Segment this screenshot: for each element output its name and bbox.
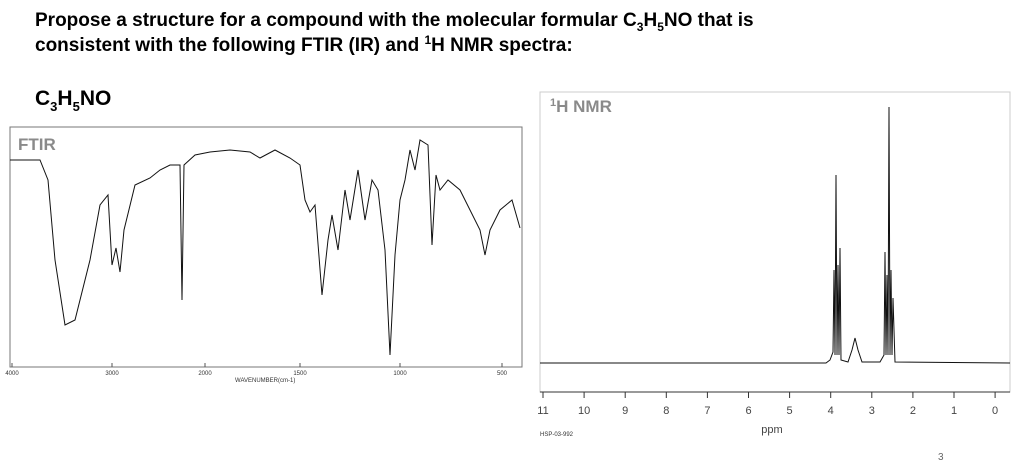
title-line: consistent with the following FTIR (IR) … <box>35 33 573 56</box>
ftir-tick-label: 2000 <box>198 371 212 377</box>
formula-sub: 3 <box>50 99 57 114</box>
nmr-label: 1H NMR <box>550 97 612 116</box>
nmr-tick-label: 11 <box>537 405 548 417</box>
nmr-tick-label: 6 <box>745 405 751 417</box>
title-text: H <box>643 10 657 31</box>
nmr-tick-label: 5 <box>787 405 793 417</box>
nmr-tick-label: 3 <box>869 405 875 417</box>
nmr-code: HSP-03-992 <box>540 432 574 438</box>
formula-text: NO <box>80 87 112 110</box>
ftir-axis: 4000 3000 2000 1500 1000 500 <box>5 363 508 377</box>
nmr-axis-ticks: 11 10 9 8 7 6 5 4 3 2 1 0 <box>537 392 998 417</box>
formula-text: C <box>35 87 50 110</box>
ftir-tick-label: 4000 <box>5 371 19 377</box>
title-text: consistent with the following FTIR (IR) … <box>35 35 424 56</box>
title-sup: 1 <box>424 33 431 47</box>
ftir-tick-label: 1500 <box>293 371 307 377</box>
title-sub: 3 <box>637 20 644 34</box>
nmr-frame <box>539 91 1011 393</box>
page-number: 3 <box>938 452 944 463</box>
title-text: NO that is <box>664 10 754 31</box>
title-sub: 5 <box>657 20 664 34</box>
nmr-tick-label: 1 <box>951 405 957 417</box>
title-text: Propose a structure for a compound with … <box>35 10 637 31</box>
nmr-tick-label: 9 <box>622 405 628 417</box>
ftir-tick-label: 1000 <box>393 371 407 377</box>
formula-sub: 5 <box>73 99 80 114</box>
nmr-tick-label: 10 <box>578 405 590 417</box>
nmr-axis-label: ppm <box>761 424 782 436</box>
ftir-frame <box>9 126 523 368</box>
nmr-tick-label: 7 <box>704 405 710 417</box>
title-line: Propose a structure for a compound with … <box>35 10 754 34</box>
nmr-tick-label: 2 <box>910 405 916 417</box>
ftir-tick-label: 500 <box>497 371 508 377</box>
nmr-tick-label: 4 <box>828 405 834 417</box>
title-text: H NMR spectra: <box>431 35 572 56</box>
ftir-tick-label: 3000 <box>105 371 119 377</box>
formula-text: H <box>57 87 72 110</box>
nmr-spectrum <box>540 106 1011 364</box>
nmr-tick-label: 8 <box>663 405 669 417</box>
ftir-axis-label: WAVENUMBER(cm-1) <box>235 378 295 384</box>
formula: C3H5NO <box>35 87 111 114</box>
ftir-spectrum <box>10 139 521 356</box>
ftir-label: FTIR <box>18 135 56 154</box>
nmr-label-text: H NMR <box>556 97 612 116</box>
nmr-label-sup: 1 <box>550 97 556 109</box>
nmr-tick-label: 0 <box>992 405 998 417</box>
